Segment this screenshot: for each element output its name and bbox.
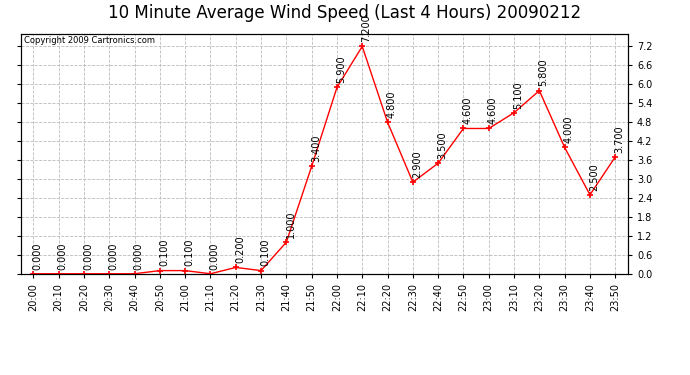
Text: 5.900: 5.900 [336,56,346,83]
Text: 0.000: 0.000 [58,242,68,270]
Text: 0.100: 0.100 [184,239,195,266]
Text: 1.000: 1.000 [286,210,295,238]
Text: 0.000: 0.000 [83,242,93,270]
Text: 4.800: 4.800 [386,90,397,118]
Text: 4.000: 4.000 [564,116,574,143]
Text: 0.200: 0.200 [235,236,245,263]
Text: 0.000: 0.000 [108,242,119,270]
Text: 0.000: 0.000 [210,242,219,270]
Text: 0.000: 0.000 [32,242,43,270]
Text: 5.800: 5.800 [538,59,549,86]
Text: 7.200: 7.200 [362,15,371,42]
Text: 3.500: 3.500 [437,131,447,159]
Text: 2.900: 2.900 [412,150,422,178]
Text: 5.100: 5.100 [513,81,523,108]
Text: 0.000: 0.000 [134,242,144,270]
Text: 2.500: 2.500 [589,163,599,190]
Text: 3.400: 3.400 [310,135,321,162]
Text: 4.600: 4.600 [462,97,473,124]
Text: 0.100: 0.100 [260,239,270,266]
Text: 4.600: 4.600 [488,97,498,124]
Text: 0.100: 0.100 [159,239,169,266]
Text: 3.700: 3.700 [614,125,624,153]
Text: 10 Minute Average Wind Speed (Last 4 Hours) 20090212: 10 Minute Average Wind Speed (Last 4 Hou… [108,4,582,22]
Text: Copyright 2009 Cartronics.com: Copyright 2009 Cartronics.com [23,36,155,45]
